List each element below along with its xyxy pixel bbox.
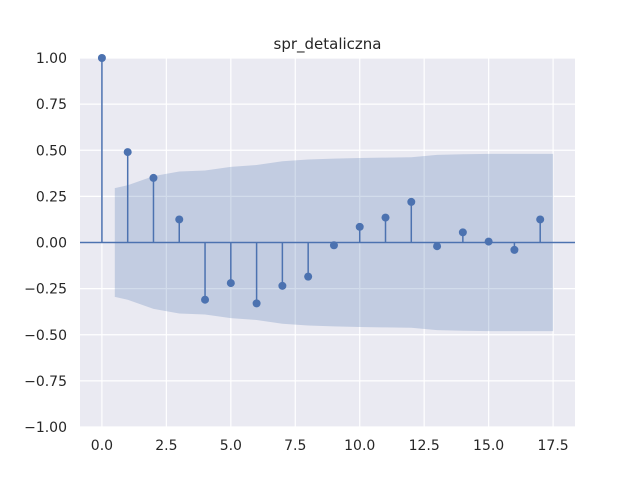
markers [97,54,545,308]
y-tick-label: −0.25 [24,282,67,298]
x-tick-label: 12.5 [409,438,440,454]
x-tick-label: 7.5 [284,438,306,454]
marker-lag-13 [433,242,442,251]
x-tick-label: 5.0 [220,438,242,454]
marker-lag-11 [381,213,390,222]
y-tick-label: 0.25 [36,189,67,205]
y-tick-label: −0.50 [24,328,67,344]
x-tick-label: 10.0 [344,438,375,454]
marker-lag-5 [226,279,235,288]
x-tick-label: 2.5 [155,438,177,454]
marker-lag-9 [329,241,338,250]
marker-lag-3 [175,215,184,224]
x-tick-label: 17.5 [538,438,569,454]
y-tick-label: 0.75 [36,97,67,113]
marker-lag-12 [407,197,416,206]
marker-lag-17 [536,215,545,224]
marker-lag-0 [97,54,106,62]
grid [80,57,575,428]
marker-lag-7 [278,281,287,290]
y-tick-label: −1.00 [24,420,67,436]
chart-title: spr_detaliczna [274,35,382,54]
y-tick-label: 1.00 [36,51,67,67]
x-tick-labels: 0.0 2.5 5.0 7.5 10.0 12.5 15.0 17.5 [91,438,569,454]
marker-lag-16 [510,245,519,254]
marker-lag-14 [458,228,467,237]
stems [101,58,541,304]
marker-lag-2 [149,173,158,182]
x-tick-label: 0.0 [91,438,113,454]
y-tick-label: 0.00 [36,236,67,252]
marker-lag-15 [484,237,493,246]
marker-lag-6 [252,299,261,308]
marker-lag-10 [355,222,364,231]
y-tick-label: −0.75 [24,374,67,390]
y-tick-label: 0.50 [36,143,67,159]
marker-lag-4 [201,295,210,304]
marker-lag-8 [304,272,313,281]
marker-lag-1 [123,148,132,157]
y-tick-labels: 1.00 0.75 0.50 0.25 0.00 −0.25 −0.50 −0.75 −1.00 [24,51,67,436]
x-tick-label: 15.0 [473,438,504,454]
